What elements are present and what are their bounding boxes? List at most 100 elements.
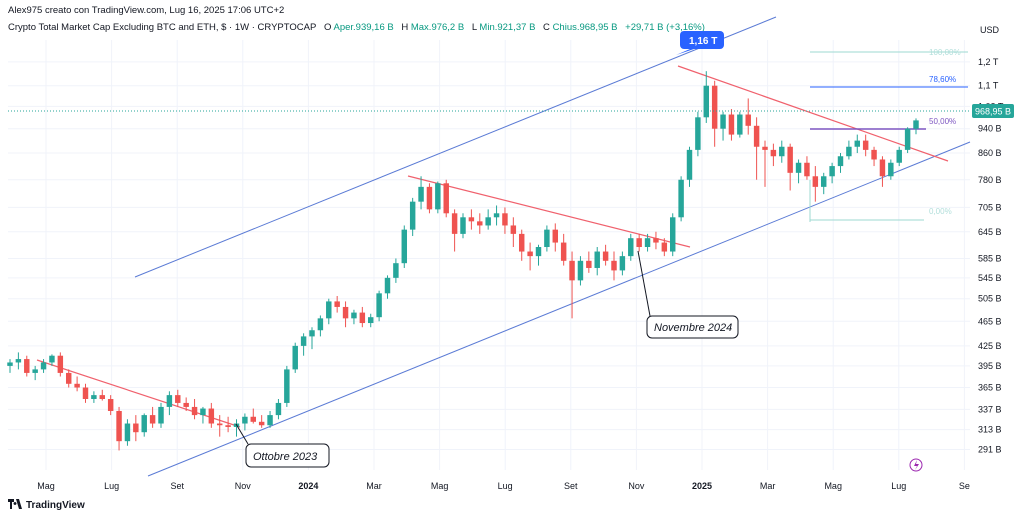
footer-brand-text: TradingView	[26, 500, 85, 511]
y-tick-label: 1,1 T	[978, 81, 999, 91]
high-callout-pointer	[676, 49, 694, 55]
candle	[795, 159, 802, 184]
alert-icon[interactable]	[909, 458, 923, 472]
candle-body	[309, 330, 315, 337]
candle	[326, 298, 332, 325]
candle	[443, 179, 449, 218]
channel-lower-line	[147, 141, 971, 477]
candle-body	[267, 415, 273, 426]
candle-body	[258, 421, 265, 426]
candle	[544, 225, 550, 252]
y-tick-label: 395 B	[978, 361, 1002, 371]
candle-body	[393, 263, 399, 278]
candle-body	[208, 408, 215, 424]
candle-body	[644, 238, 651, 248]
candle	[460, 213, 466, 239]
candle-body	[451, 213, 458, 234]
candle	[871, 146, 877, 167]
candle-body	[116, 410, 122, 442]
candle-body	[862, 140, 869, 150]
candle-body	[829, 166, 835, 177]
candle-body	[770, 149, 777, 157]
candle-body	[91, 395, 97, 400]
x-tick-label: Mag	[824, 481, 842, 491]
candle	[879, 156, 886, 187]
candle-body	[577, 260, 584, 281]
candlesticks	[7, 71, 919, 451]
note-ottobre-2023-connector	[235, 423, 249, 445]
candle-body	[661, 242, 668, 252]
candle	[669, 213, 676, 257]
candle-body	[15, 359, 22, 363]
candle	[284, 365, 290, 407]
candle-body	[762, 146, 768, 150]
open-key: O	[323, 22, 332, 33]
fib-label-100: 100,00%	[929, 48, 961, 57]
candle	[376, 290, 382, 322]
candle	[846, 140, 852, 160]
low-key: L	[471, 22, 477, 33]
candle	[426, 183, 433, 214]
candle	[435, 181, 441, 214]
x-tick-label: Set	[170, 481, 184, 491]
x-tick-label: Nov	[628, 481, 645, 491]
note-ottobre-2023: Ottobre 2023	[235, 423, 330, 468]
candle	[267, 410, 273, 428]
footer-brand[interactable]: TradingView	[8, 499, 85, 512]
candle-body	[191, 406, 198, 416]
candle	[208, 402, 215, 428]
candle	[342, 301, 349, 328]
close-value: Chius.968,95 B	[552, 22, 618, 33]
candle	[569, 251, 575, 319]
candle-body	[133, 423, 139, 433]
candle-body	[510, 225, 517, 234]
candle	[334, 296, 340, 313]
candle	[493, 205, 500, 226]
candle	[527, 242, 533, 271]
x-tick-label: Set	[564, 481, 578, 491]
candle-body	[367, 317, 374, 324]
candle	[896, 146, 902, 167]
y-tick-label: 860 B	[978, 148, 1002, 158]
candle-body	[216, 423, 223, 426]
candle-body	[284, 369, 290, 403]
symbol-title[interactable]: Crypto Total Market Cap Excluding BTC an…	[8, 22, 317, 33]
note-novembre-2024-text: Novembre 2024	[654, 322, 732, 334]
fib-label-50: 50,00%	[929, 117, 956, 126]
candle	[904, 127, 911, 154]
y-tick-label: 705 B	[978, 202, 1002, 212]
candle-body	[669, 217, 676, 252]
candle	[703, 71, 710, 123]
candle-body	[552, 229, 559, 243]
candle	[552, 223, 559, 252]
candle	[661, 238, 668, 257]
candle-body	[225, 425, 231, 427]
candle-body	[502, 213, 508, 226]
candle-body	[728, 114, 735, 135]
candle-body	[871, 149, 877, 160]
note-novembre-2024-connector	[637, 250, 651, 317]
candle-body	[292, 345, 298, 370]
candle	[124, 419, 131, 446]
low-value: Min.921,37 B	[479, 22, 536, 33]
candle	[820, 172, 827, 195]
candle	[636, 233, 642, 252]
candle-body	[342, 306, 349, 319]
note-novembre-2024: Novembre 2024	[637, 250, 739, 339]
candle	[393, 258, 399, 283]
candle	[107, 395, 114, 416]
candle-body	[586, 260, 592, 268]
candle-body	[720, 114, 726, 129]
candle	[49, 354, 55, 366]
candle-body	[275, 402, 282, 416]
candle	[745, 98, 751, 135]
candle	[275, 399, 282, 420]
candle-body	[569, 260, 575, 281]
trendline-2023	[36, 359, 241, 428]
candle-body	[686, 149, 693, 180]
candle	[862, 134, 869, 157]
candle-body	[560, 242, 567, 261]
candle	[678, 176, 684, 222]
candle-body	[250, 416, 257, 422]
